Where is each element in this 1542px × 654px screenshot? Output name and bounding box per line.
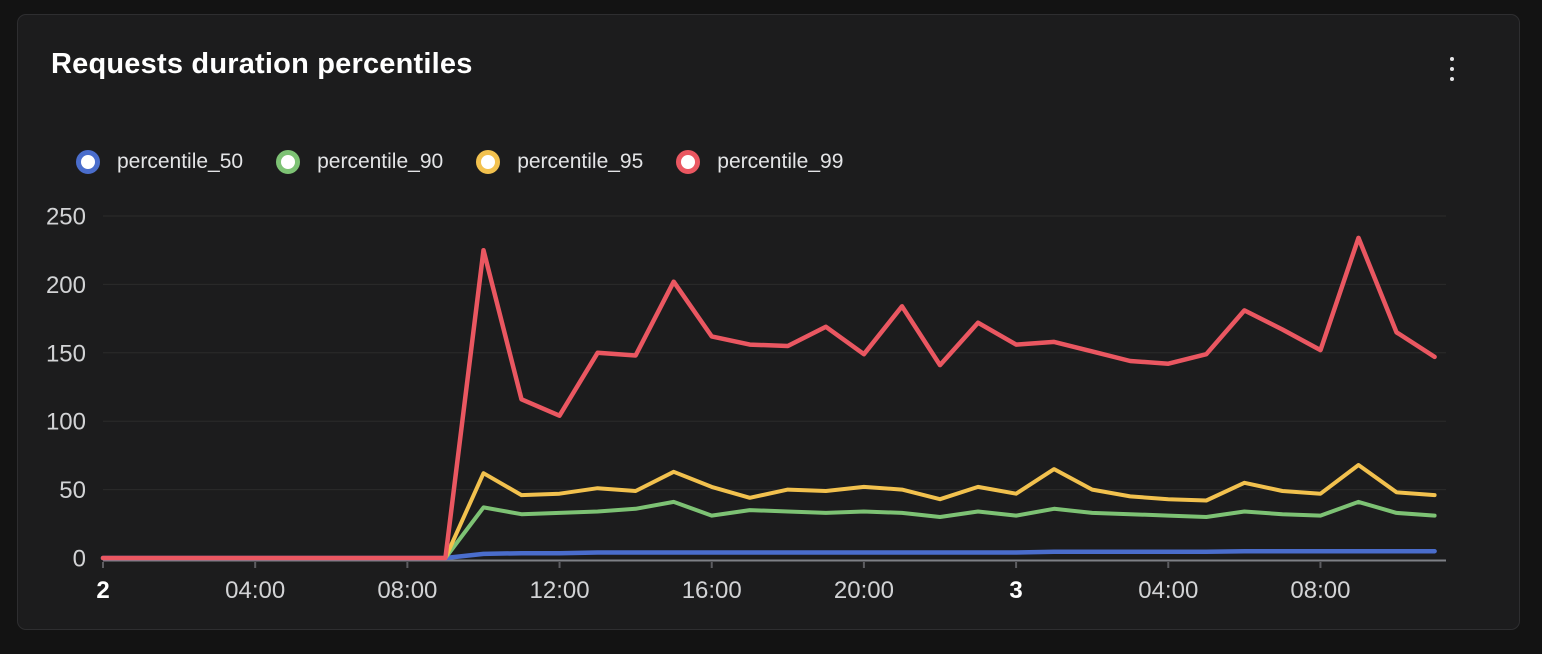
legend-marker-icon [476,150,501,174]
legend-item-percentile_90[interactable]: percentile_90 [276,150,443,174]
legend-marker-icon [76,150,100,174]
panel-title: Requests duration percentiles [51,48,473,80]
legend-item-percentile_95[interactable]: percentile_95 [476,150,643,174]
legend-item-label: percentile_99 [717,150,844,173]
legend-item-percentile_99[interactable]: percentile_99 [676,150,843,174]
legend-marker-icon [276,150,301,174]
legend-item-percentile_50[interactable]: percentile_50 [76,150,243,174]
panel-menu-button[interactable] [1436,51,1468,87]
legend-item-label: percentile_50 [117,150,244,173]
legend-item-label: percentile_90 [317,150,444,173]
kebab-menu-icon [1436,57,1468,81]
legend-item-label: percentile_95 [517,150,644,173]
chart-panel: Requests duration percentiles percentile… [17,14,1520,630]
chart-legend: percentile_50 percentile_90 percentile_95 p… [76,148,843,176]
legend-marker-icon [676,150,701,174]
